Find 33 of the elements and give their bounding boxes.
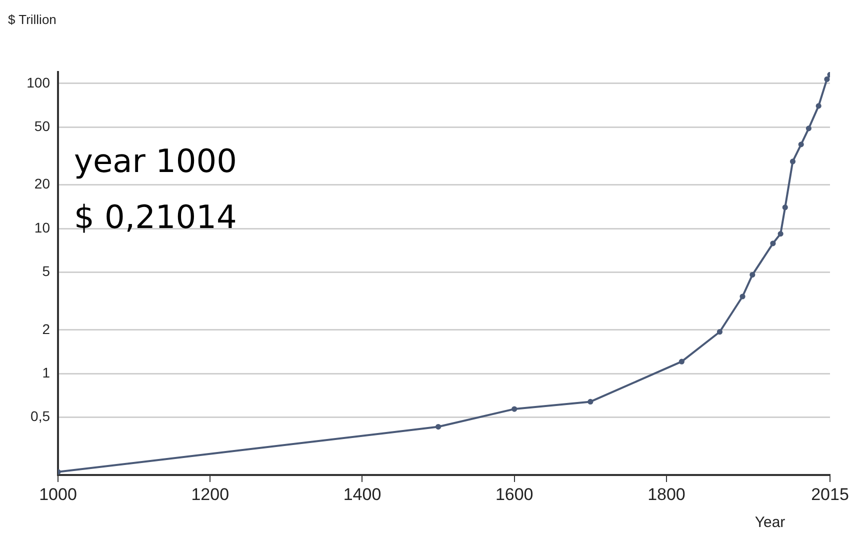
point <box>782 204 788 210</box>
x-tick-label: 1800 <box>648 484 686 504</box>
y-tick-label: 5 <box>42 263 50 280</box>
point <box>435 424 442 430</box>
point <box>806 126 812 132</box>
point <box>824 76 830 82</box>
point <box>512 406 518 412</box>
x-tick-label: 1000 <box>39 484 77 504</box>
point <box>716 329 723 335</box>
y-tick-label: 10 <box>34 219 50 236</box>
x-tick-label: 1600 <box>495 484 534 504</box>
point <box>770 240 776 246</box>
x-tick-label: 2015 <box>811 484 849 504</box>
x-tick-label: 1200 <box>191 484 230 504</box>
y-tick-label: 100 <box>26 74 50 90</box>
point <box>750 272 756 278</box>
annotation: year 1000 <box>74 142 237 180</box>
y-tick-label: 2 <box>42 320 50 337</box>
point <box>816 103 822 109</box>
point <box>778 231 784 237</box>
point <box>678 358 684 364</box>
y-tick-label: 1 <box>42 364 50 380</box>
y-axis-title: $ Trillion <box>8 12 56 27</box>
point <box>588 398 594 405</box>
y-tick-label: 0,5 <box>30 408 50 424</box>
x-axis-title: Year <box>754 514 786 531</box>
point <box>740 294 746 300</box>
point <box>798 142 804 148</box>
y-tick-label: 20 <box>34 176 50 192</box>
x-tick-label: 1400 <box>343 484 382 504</box>
annotation: $ 0,21014 <box>74 198 237 236</box>
point <box>790 158 796 164</box>
y-tick-label: 50 <box>34 118 50 134</box>
